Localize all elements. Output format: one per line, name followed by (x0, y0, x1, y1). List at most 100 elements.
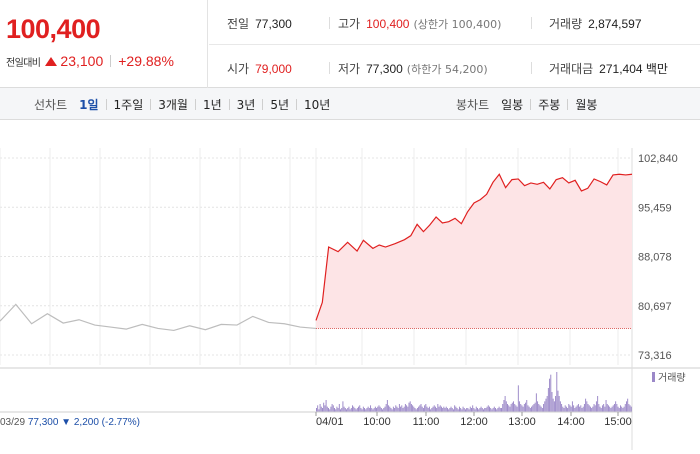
volume-bar (329, 409, 331, 412)
prev-day-line (0, 303, 317, 332)
volume-bar (579, 406, 581, 412)
volume-bar (415, 409, 417, 412)
volume-bar (335, 409, 337, 412)
stat-volume: 거래량 2,874,597 (549, 15, 642, 32)
volume-bar (493, 406, 495, 412)
volume-bar (460, 408, 462, 412)
volume-bar (378, 405, 380, 412)
today-series (315, 173, 633, 329)
volume-bar (380, 408, 382, 412)
volume-bar (607, 405, 609, 412)
volume-bar (496, 409, 498, 412)
volume-bar (508, 405, 510, 412)
volume-bar (355, 409, 357, 412)
volume-bar (402, 408, 404, 412)
tab-1-week[interactable]: 1주일 (113, 97, 144, 112)
volume-bar (385, 404, 387, 412)
volume-bar (431, 408, 433, 412)
volume-bar (489, 406, 490, 412)
volume-bar (544, 401, 546, 412)
y-tick-label: 95,459 (638, 202, 672, 214)
divider (567, 98, 569, 110)
volume-bar (366, 408, 368, 412)
volume-bar (625, 401, 627, 412)
tab-3-months[interactable]: 3개월 (158, 97, 188, 112)
volume-bar (413, 406, 415, 412)
volume-bar (563, 408, 565, 412)
volume-bar (330, 406, 332, 412)
volume-bar (342, 401, 344, 412)
prev-day-series (0, 303, 317, 332)
tab-5-years[interactable]: 5년 (270, 97, 290, 112)
volume-bar (326, 406, 328, 412)
volume-bar (472, 405, 474, 412)
volume-bar (574, 408, 576, 412)
volume-bar (557, 390, 559, 412)
price-chart-svg: 102,840 95,459 88,078 80,697 73,316 거래량 03/2… (0, 120, 700, 450)
tab-3-years[interactable]: 3년 (236, 97, 256, 112)
volume-bar (569, 405, 571, 412)
current-price: 100,400 (6, 14, 101, 44)
volume-bar (534, 402, 536, 412)
volume-bar (444, 408, 446, 412)
volume-bar (389, 406, 391, 412)
tab-10-years[interactable]: 10년 (304, 97, 331, 112)
volume-bar (325, 400, 327, 412)
tab-monthly-candle[interactable]: 월봉 (575, 97, 598, 112)
volume-bar (531, 406, 533, 412)
volume-bar (461, 409, 463, 412)
stat-label: 시가 (227, 62, 250, 76)
volume-chart: 거래량 (0, 372, 686, 413)
tab-1-day[interactable]: 1일 (79, 97, 99, 112)
volume-bar (419, 405, 421, 412)
volume-bar (473, 408, 475, 412)
volume-bar (438, 406, 440, 412)
volume-bar (495, 408, 496, 412)
volume-bar (364, 408, 366, 412)
volume-bar (320, 406, 322, 412)
price-chart[interactable]: 102,840 95,459 88,078 80,697 73,316 거래량 03/2… (0, 120, 700, 450)
volume-bar (439, 405, 441, 412)
candle-tabs: 봉차트 일봉 주봉 월봉 (456, 88, 597, 120)
volume-bar (467, 408, 469, 412)
volume-bar (616, 404, 618, 412)
diff-percent: +29.88% (118, 53, 174, 69)
volume-bar (396, 406, 398, 412)
stat-label: 고가 (338, 17, 361, 31)
volume-bar (341, 408, 343, 412)
volume-bar (464, 409, 466, 412)
price-change: 전일대비 23,100 +29.88% (6, 53, 174, 69)
x-tick-label: 14:00 (557, 416, 585, 428)
period-tabs-label: 선차트 (34, 97, 68, 112)
tab-daily-candle[interactable]: 일봉 (501, 97, 524, 112)
volume-bar (517, 385, 519, 412)
volume-bar (629, 405, 631, 412)
volume-bar (382, 409, 384, 412)
stat-label: 전일 (227, 17, 250, 31)
volume-bar (336, 406, 338, 412)
volume-bar (552, 398, 554, 412)
volume-bar (319, 404, 321, 412)
tab-1-year[interactable]: 1년 (202, 97, 222, 112)
volume-bar (422, 408, 424, 412)
x-tick-label: 10:00 (363, 416, 391, 428)
volume-bar (334, 408, 335, 412)
volume-bar (605, 400, 607, 412)
x-tick-label: 04/01 (316, 416, 344, 428)
volume-bar (425, 404, 427, 412)
volume-bar (527, 405, 529, 412)
volume-bar (322, 408, 323, 412)
volume-bar (491, 409, 493, 412)
volume-bar (550, 374, 552, 412)
divider (329, 17, 330, 29)
volume-bar (324, 405, 326, 412)
volume-bar (401, 405, 403, 412)
up-arrow-icon (45, 56, 58, 66)
tab-weekly-candle[interactable]: 주봉 (538, 97, 561, 112)
volume-bar (594, 405, 596, 412)
volume-bar (600, 408, 602, 412)
stat-value: 100,400 (366, 16, 410, 31)
volume-bar (416, 408, 418, 412)
diff-label: 전일대비 (6, 57, 41, 69)
volume-bar (576, 405, 578, 412)
